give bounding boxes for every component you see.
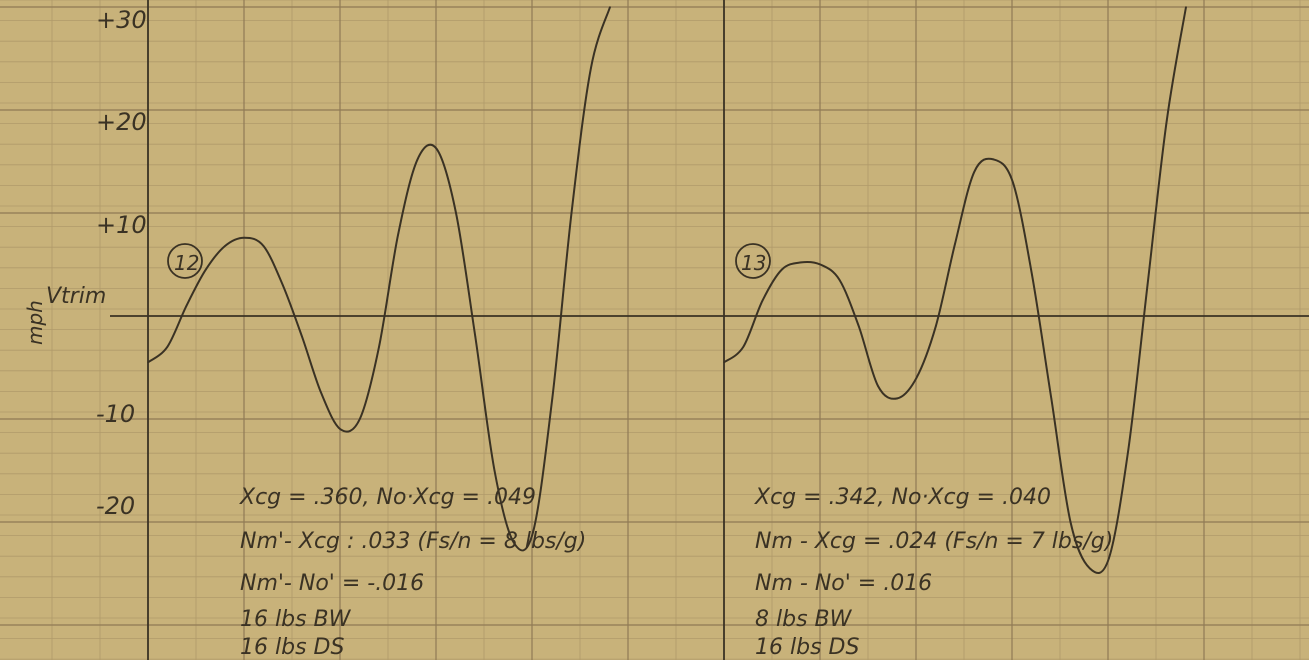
annotation-line-3: Nm'- No' = -.016 [240, 571, 424, 596]
data-point [513, 541, 515, 544]
panel-number-circle [735, 243, 771, 279]
data-point [147, 361, 149, 364]
data-point [205, 268, 207, 271]
data-point [1089, 567, 1091, 570]
data-point [609, 6, 611, 8]
annotation-line-4: 8 lbs BW [755, 607, 853, 632]
data-point [1012, 181, 1014, 183]
data-point [800, 261, 802, 264]
data-point [992, 158, 995, 161]
data-point [1185, 6, 1187, 8]
data-point [1108, 557, 1110, 559]
annotation-line-5: 16 lbs DS [240, 635, 344, 660]
data-point [723, 361, 725, 364]
axes [110, 0, 1309, 660]
data-point [185, 304, 188, 307]
data-point [1050, 397, 1053, 400]
data-point [1069, 521, 1072, 523]
data-point [301, 335, 303, 338]
panel-number: 13 [741, 251, 766, 275]
y-tick-label: +30 [96, 6, 147, 34]
annotation-line-4: 16 lbs BW [240, 607, 352, 632]
annotation-line-2: Nm - Xcg = .024 (Fs/n = 7 lbs/g) [755, 529, 1113, 554]
y-tick-label: +10 [96, 211, 147, 239]
data-point [436, 148, 438, 150]
data-points-panel-13 [723, 6, 1187, 570]
data-point [570, 212, 573, 214]
data-point [742, 346, 745, 348]
data-point [1146, 284, 1149, 286]
panel-number-circle [167, 243, 203, 279]
panel-12: 12 Xcg = .360, No·Xcg = .049 Nm'- Xcg : … [147, 6, 611, 660]
data-point [397, 232, 400, 235]
data-point [819, 263, 822, 266]
series-line-panel-12 [147, 6, 611, 552]
panel-number: 12 [174, 251, 199, 275]
data-point [877, 385, 879, 387]
data-point [590, 68, 592, 70]
data-point [224, 245, 226, 247]
data-point [378, 346, 380, 348]
data-point [243, 236, 246, 239]
data-point [973, 171, 976, 173]
annotation-line-5: 16 lbs DS [755, 635, 859, 660]
y-axis-unit-label: mph [23, 300, 47, 345]
data-point [474, 335, 477, 338]
data-point [838, 279, 841, 281]
data-point [781, 268, 783, 271]
data-point [339, 428, 342, 431]
y-tick-label: -20 [96, 492, 135, 520]
data-point [262, 245, 265, 247]
data-point [761, 299, 764, 302]
baseline-label: Vtrim [46, 284, 106, 309]
data-point [1127, 449, 1130, 451]
annotation-line-1: Xcg = .342, No·Xcg = .040 [754, 485, 1051, 510]
data-point [954, 243, 956, 245]
series-line-panel-13 [723, 6, 1187, 574]
y-tick-label: +20 [96, 108, 147, 136]
y-tick-label: -10 [96, 400, 135, 428]
data-point [416, 158, 419, 161]
panel-13: 13 Xcg = .342, No·Xcg = .040 Nm - Xcg = … [723, 6, 1187, 660]
data-point [493, 469, 496, 472]
data-point [282, 284, 284, 286]
data-point [858, 325, 860, 328]
annotation-line-3: Nm - No' = .016 [755, 571, 932, 596]
data-point [915, 377, 918, 379]
data-point [896, 397, 899, 400]
data-point [551, 397, 554, 400]
data-point [935, 325, 937, 328]
data-point [532, 531, 534, 534]
y-tick-labels: +30 +20 +10 -10 -20 [96, 6, 147, 520]
data-point [166, 346, 169, 348]
annotation-line-2: Nm'- Xcg : .033 (Fs/n = 8 lbs/g) [240, 529, 586, 554]
data-point [455, 212, 457, 214]
data-point [1166, 119, 1168, 122]
data-point [320, 392, 323, 395]
data-points-panel-12 [147, 6, 611, 544]
annotation-line-1: Xcg = .360, No·Xcg = .049 [239, 485, 536, 510]
data-point [359, 418, 361, 420]
data-point [1031, 274, 1033, 276]
